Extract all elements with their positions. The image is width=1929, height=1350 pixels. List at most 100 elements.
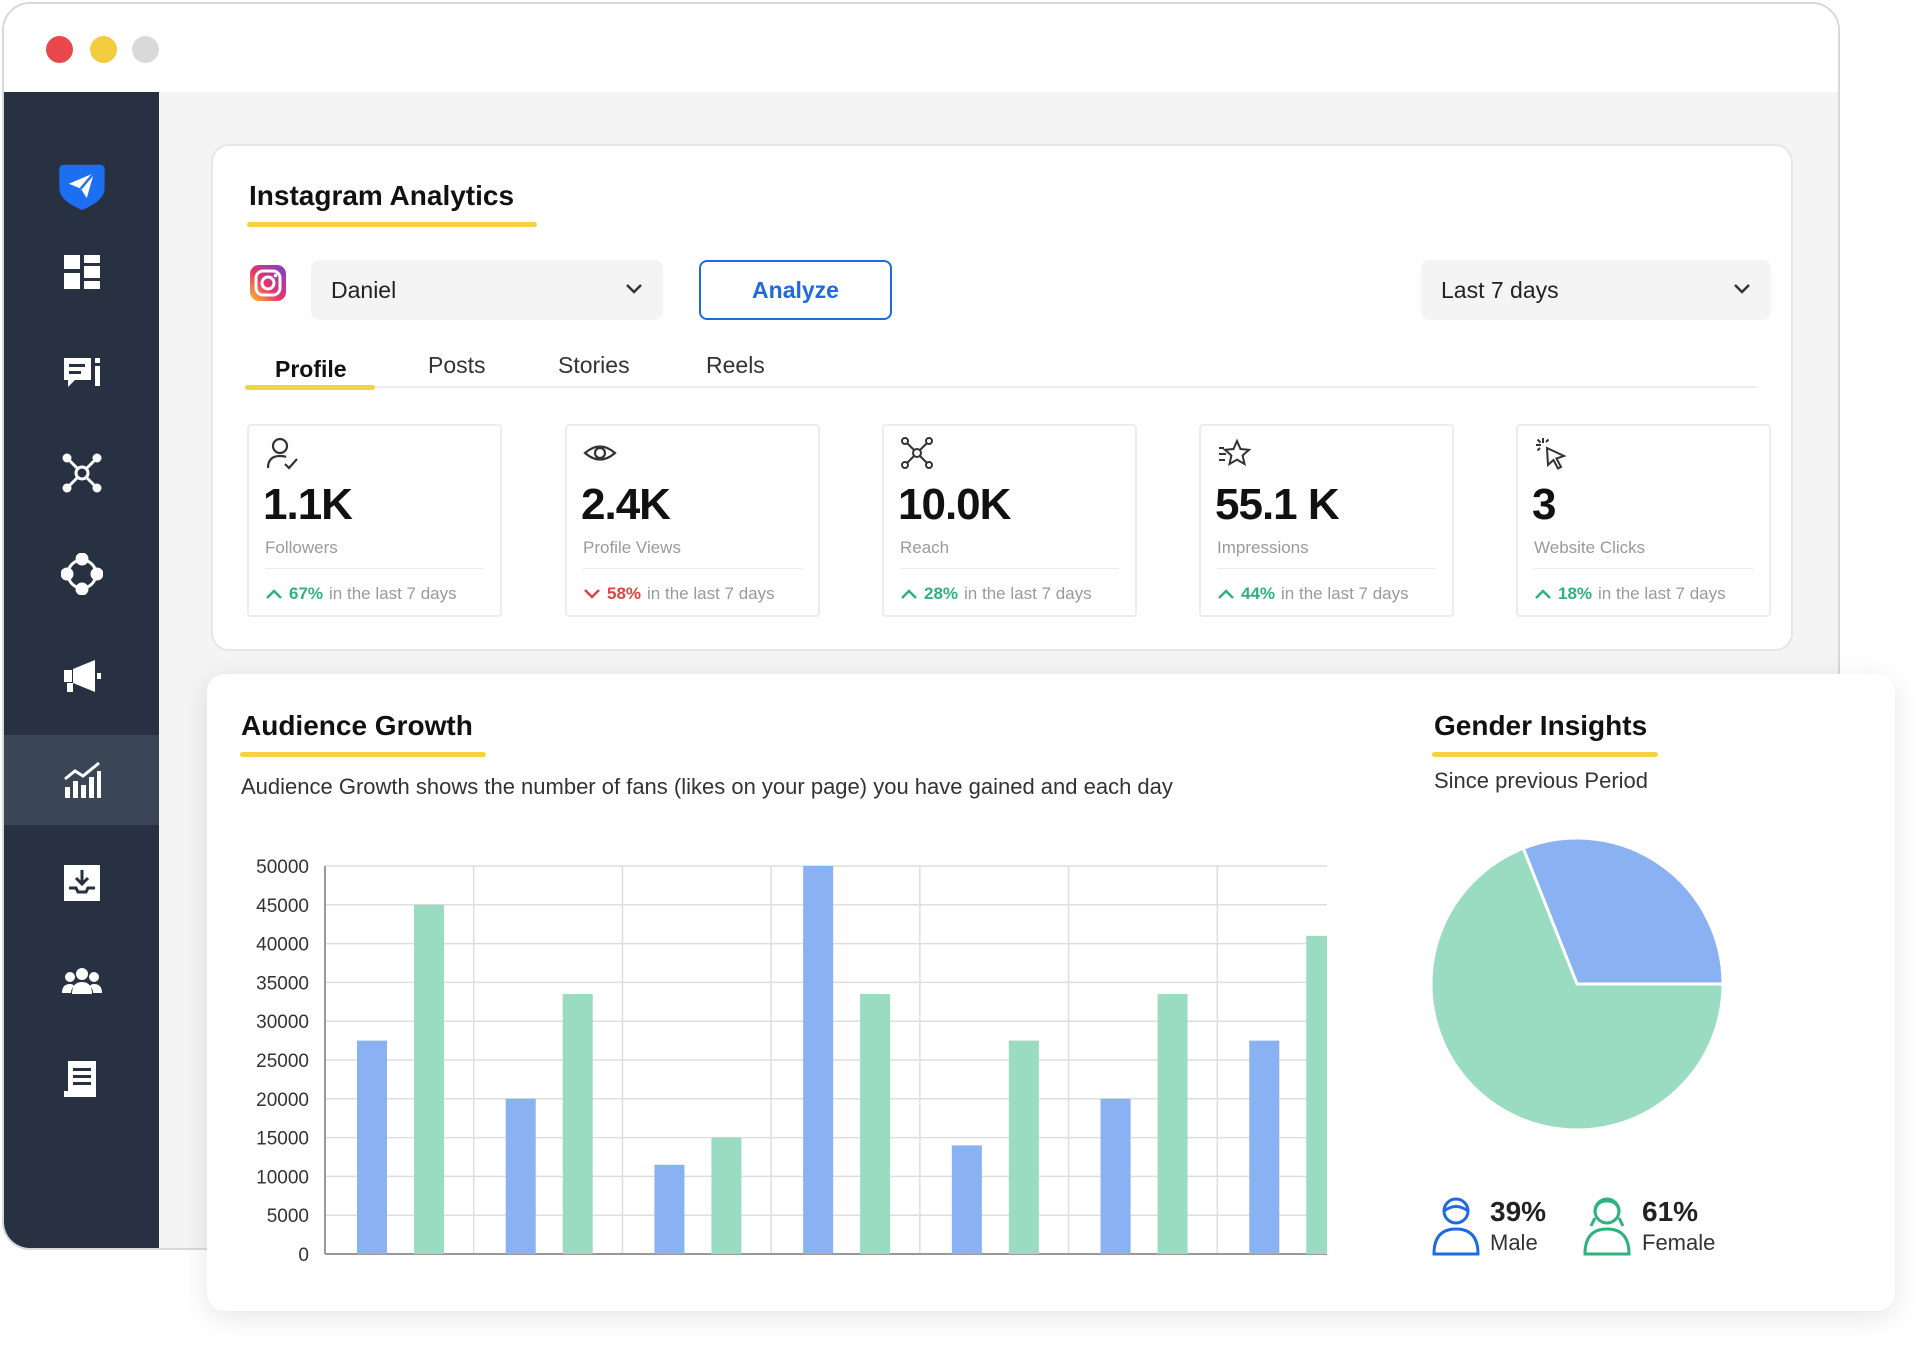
- minimize-window-button[interactable]: [90, 36, 117, 63]
- sidebar-item-team[interactable]: [4, 936, 159, 1026]
- trend-up-icon: [1218, 589, 1234, 599]
- male-icon: [1432, 1197, 1480, 1256]
- network-icon: [901, 437, 933, 469]
- paper-plane-logo-icon: [58, 164, 105, 210]
- bar[interactable]: [357, 1040, 387, 1254]
- metric-change: 44% in the last 7 days: [1217, 584, 1409, 604]
- metric-change-suffix: in the last 7 days: [647, 584, 775, 603]
- sidebar-item-dashboard[interactable]: [4, 227, 159, 317]
- account-select[interactable]: Daniel: [311, 260, 663, 320]
- sidebar: [4, 92, 159, 1248]
- bar[interactable]: [803, 866, 834, 1254]
- female-label: Female: [1642, 1230, 1716, 1255]
- chevron-down-icon: [626, 284, 642, 294]
- sidebar-item-logo[interactable]: [4, 140, 159, 230]
- bar[interactable]: [414, 904, 444, 1254]
- app-window: Instagram Analytics Daniel Analyze Last …: [2, 2, 1840, 1250]
- y-tick-label: 15000: [256, 1129, 309, 1150]
- instagram-analytics-card: Instagram Analytics Daniel Analyze Last …: [211, 144, 1793, 651]
- sidebar-item-reports[interactable]: [4, 1034, 159, 1124]
- bar[interactable]: [1157, 994, 1188, 1254]
- bar[interactable]: [562, 994, 593, 1254]
- sidebar-item-messages[interactable]: [4, 328, 159, 418]
- chat-bubble-icon: [63, 358, 100, 387]
- page-title: Instagram Analytics: [249, 180, 515, 211]
- close-window-button[interactable]: [46, 36, 73, 63]
- y-tick-label: 5000: [267, 1206, 309, 1227]
- metric-change-percent: 58%: [607, 584, 642, 603]
- tab-reels[interactable]: Reels: [706, 352, 765, 378]
- male-label: Male: [1490, 1230, 1538, 1255]
- tab-profile[interactable]: Profile: [275, 356, 347, 382]
- account-select-value: Daniel: [331, 276, 397, 303]
- metric-label: Website Clicks: [1534, 538, 1646, 557]
- eye-icon: [583, 445, 617, 461]
- metric-change-percent: 67%: [289, 584, 324, 603]
- metric-value: 55.1 K: [1215, 480, 1340, 529]
- hub-nodes-icon: [60, 553, 103, 595]
- metric-divider: [900, 568, 1119, 569]
- bar[interactable]: [1008, 1040, 1039, 1254]
- metric-change: 18% in the last 7 days: [1534, 584, 1726, 604]
- y-tick-label: 20000: [256, 1090, 309, 1111]
- cursor-click-icon: [1536, 438, 1567, 470]
- bar[interactable]: [1249, 1040, 1280, 1254]
- gender-insights-title: Gender Insights: [1434, 710, 1648, 741]
- metric-card-profile-views[interactable]: 2.4K Profile Views 58% in the last 7 day…: [565, 424, 820, 617]
- sidebar-item-analytics[interactable]: [4, 735, 159, 825]
- team-users-icon: [61, 968, 102, 994]
- sidebar-item-network[interactable]: [4, 428, 159, 518]
- bar[interactable]: [711, 1137, 742, 1254]
- pie-slice-male[interactable]: [1521, 836, 1725, 986]
- y-tick-label: 35000: [256, 973, 309, 994]
- tabs-divider: [245, 386, 1757, 388]
- bar[interactable]: [505, 1098, 536, 1254]
- female-icon: [1583, 1197, 1631, 1256]
- audience-growth-bar-chart: 0 5000 10000 15000 20000 25000 30000 35000 40000…: [256, 857, 1327, 1266]
- metric-divider: [265, 568, 484, 569]
- metric-label: Followers: [265, 538, 338, 557]
- bar[interactable]: [654, 1164, 685, 1254]
- y-tick-label: 50000: [256, 857, 309, 878]
- metric-card-impressions[interactable]: 55.1 K Impressions 44% in the last 7 day…: [1199, 424, 1454, 617]
- metric-change: 67% in the last 7 days: [265, 584, 457, 604]
- download-tray-icon: [63, 865, 100, 901]
- bar[interactable]: [860, 994, 891, 1254]
- y-tick-label: 0: [298, 1245, 309, 1266]
- gender-pie-chart: [1429, 836, 1725, 1132]
- metric-card-followers[interactable]: 1.1K Followers 67% in the last 7 days: [247, 424, 502, 617]
- metric-change: 28% in the last 7 days: [900, 584, 1092, 604]
- report-document-icon: [63, 1061, 96, 1097]
- sidebar-item-integrations[interactable]: [4, 529, 159, 619]
- gender-title-underline: [1432, 752, 1658, 757]
- pie-slice-female[interactable]: [1429, 846, 1725, 1132]
- audience-growth-title: Audience Growth: [241, 710, 473, 741]
- analyze-button[interactable]: Analyze: [699, 260, 892, 320]
- sidebar-item-campaigns[interactable]: [4, 631, 159, 721]
- title-underline: [247, 222, 537, 227]
- bar[interactable]: [951, 1145, 982, 1254]
- trend-up-icon: [1535, 589, 1551, 599]
- trend-up-icon: [901, 589, 917, 599]
- bar[interactable]: [1306, 935, 1327, 1254]
- tab-posts[interactable]: Posts: [428, 352, 486, 378]
- sidebar-item-inbox[interactable]: [4, 838, 159, 928]
- metric-divider: [1534, 568, 1753, 569]
- date-range-select[interactable]: Last 7 days: [1421, 260, 1771, 320]
- female-percent: 61%: [1642, 1196, 1699, 1227]
- y-tick-label: 25000: [256, 1051, 309, 1072]
- metric-divider: [1217, 568, 1436, 569]
- metric-value: 2.4K: [581, 480, 671, 529]
- metric-change-suffix: in the last 7 days: [964, 584, 1092, 603]
- instagram-icon: [250, 265, 286, 301]
- tab-stories[interactable]: Stories: [558, 352, 630, 378]
- y-tick-label: 40000: [256, 935, 309, 956]
- network-icon: [62, 453, 101, 493]
- metric-change-suffix: in the last 7 days: [329, 584, 457, 603]
- bar[interactable]: [1100, 1098, 1131, 1254]
- metric-card-website-clicks[interactable]: 3 Website Clicks 18% in the last 7 days: [1516, 424, 1771, 617]
- maximize-window-button[interactable]: [132, 36, 159, 63]
- metric-card-reach[interactable]: 10.0K Reach 28% in the last 7 days: [882, 424, 1137, 617]
- metric-change-suffix: in the last 7 days: [1281, 584, 1409, 603]
- star-icon: [1219, 438, 1251, 467]
